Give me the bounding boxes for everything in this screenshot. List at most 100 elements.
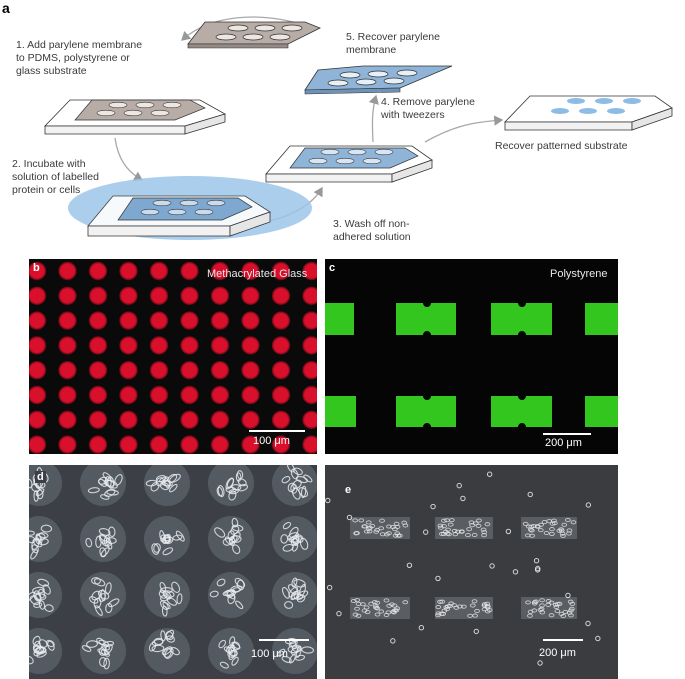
cell [439, 599, 446, 604]
cell [231, 641, 241, 650]
cell [166, 635, 176, 643]
cell [222, 589, 236, 596]
step3-line2: adhered solution [333, 231, 411, 243]
cell [551, 521, 558, 526]
cell [287, 532, 299, 541]
cell [151, 543, 160, 555]
cell [293, 579, 306, 588]
panel-c: c Polystyrene 200 μm [325, 259, 618, 454]
red-spot [302, 435, 317, 454]
red-spot [88, 385, 108, 405]
panel-d-scale-bar [259, 639, 309, 641]
cell [114, 473, 123, 486]
red-spot [88, 361, 108, 380]
cell [166, 597, 178, 606]
cell [295, 654, 306, 661]
cell [476, 518, 482, 523]
cell [29, 530, 35, 536]
cell [228, 490, 237, 501]
cell [290, 647, 299, 655]
cell [374, 600, 381, 605]
cell [350, 598, 357, 604]
step1-line2: to PDMS, polystyrene or [16, 52, 130, 64]
cell [33, 590, 41, 602]
cell [30, 549, 39, 560]
red-spot [58, 361, 77, 380]
panel-b-label: Methacrylated Glass [207, 268, 308, 280]
final-substrate [504, 95, 673, 131]
cell [281, 655, 292, 663]
panel-c-label: Polystyrene [550, 268, 608, 280]
cell [108, 598, 120, 608]
cell [354, 606, 360, 611]
cell [528, 528, 535, 533]
cell [435, 611, 442, 616]
cell [439, 531, 445, 536]
cell [441, 608, 448, 613]
cell [562, 609, 569, 615]
red-spot [29, 311, 47, 330]
red-spot [180, 261, 199, 281]
red-spot [180, 311, 199, 330]
red-spot [149, 385, 169, 405]
cell [469, 603, 476, 608]
cell [105, 537, 117, 544]
cell [94, 605, 103, 616]
cell-rect-island [521, 517, 577, 539]
cell [385, 610, 392, 615]
red-spot [210, 286, 230, 305]
red-spot [119, 385, 138, 405]
cell [214, 527, 226, 538]
cell [395, 533, 402, 538]
red-spot [119, 261, 138, 281]
workflow-schematic [44, 16, 673, 240]
cell [566, 528, 573, 533]
red-spot [241, 361, 260, 380]
cell [153, 543, 161, 553]
red-spot [29, 336, 47, 355]
red-spot [241, 410, 260, 429]
cell [386, 524, 392, 529]
step2-substrate [68, 176, 312, 240]
cell [303, 474, 313, 483]
red-spot [58, 261, 77, 281]
cell [169, 473, 181, 483]
stray-cell [390, 638, 396, 644]
arrow-1-to-2 [114, 137, 144, 181]
cell [235, 472, 242, 482]
panel-d-scale-label: 100 μm [251, 648, 288, 660]
cell [29, 478, 33, 489]
cell [458, 529, 465, 534]
cell [480, 527, 487, 532]
red-spot [180, 385, 199, 405]
stray-cell [505, 528, 512, 535]
cell [281, 475, 291, 484]
red-spot [210, 385, 230, 405]
red-spot [241, 336, 260, 355]
red-spot [119, 410, 138, 429]
cell [384, 532, 390, 537]
cell [402, 600, 409, 605]
cell-island [208, 572, 254, 618]
cell [37, 578, 50, 587]
cell [295, 645, 302, 658]
cell [36, 650, 47, 658]
step3-caption: 3. Wash off non- adhered solution [333, 218, 411, 244]
stray-cell [456, 482, 462, 489]
cell [441, 518, 447, 523]
step1-line1: 1. Add parylene membrane [16, 39, 143, 51]
panel-b-scale-label: 100 μm [253, 435, 290, 447]
step3-line1: 3. Wash off non- [333, 218, 410, 230]
cell [216, 578, 226, 587]
red-spot [29, 261, 47, 281]
cell [401, 520, 408, 525]
red-spot [210, 336, 230, 355]
cell [155, 475, 167, 483]
cell [282, 543, 294, 552]
red-spot [58, 286, 77, 305]
step5-membrane [304, 65, 453, 95]
cell [29, 655, 34, 665]
panel-b: b Methacrylated Glass 100 μm [29, 259, 317, 454]
stray-cell [430, 503, 436, 510]
cell [378, 526, 385, 531]
